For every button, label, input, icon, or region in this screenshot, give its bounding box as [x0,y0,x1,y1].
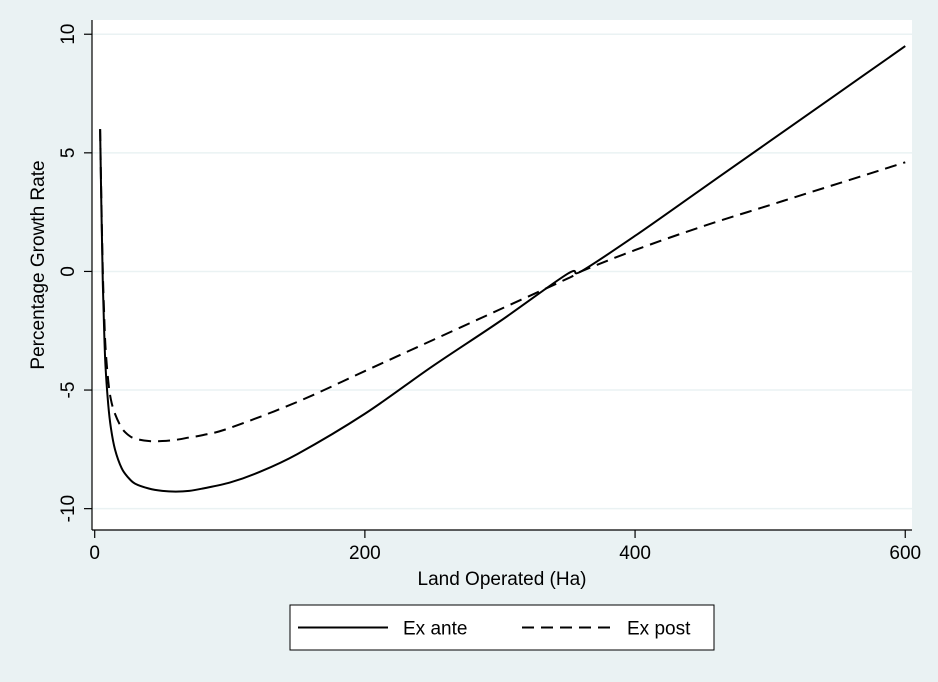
grid-lines [92,33,912,510]
x-axis: 0 200 400 600 [89,529,921,564]
series-layer [99,45,906,493]
y-tick-label: -10 [58,495,79,522]
y-tick-label: 10 [58,24,79,45]
x-tick-label: 200 [349,543,381,564]
x-tick-label: 600 [889,543,921,564]
y-tick-label: -5 [58,382,79,399]
legend-label-ex-ante: Ex ante [403,619,467,640]
legend-label-ex-post: Ex post [627,619,691,640]
plot-area [92,20,912,530]
y-tick-label: 0 [58,266,79,277]
y-axis: -10 -5 0 5 10 [58,20,93,530]
y-axis-title: Percentage Growth Rate [28,160,49,369]
x-tick-label: 0 [89,543,100,564]
y-tick-label: 5 [58,148,79,159]
x-axis-title: Land Operated (Ha) [418,569,587,590]
legend: Ex ante Ex post [289,604,715,651]
x-tick-label: 400 [619,543,651,564]
series-line-ex-ante [99,45,906,493]
series-line-ex-post [99,129,906,443]
